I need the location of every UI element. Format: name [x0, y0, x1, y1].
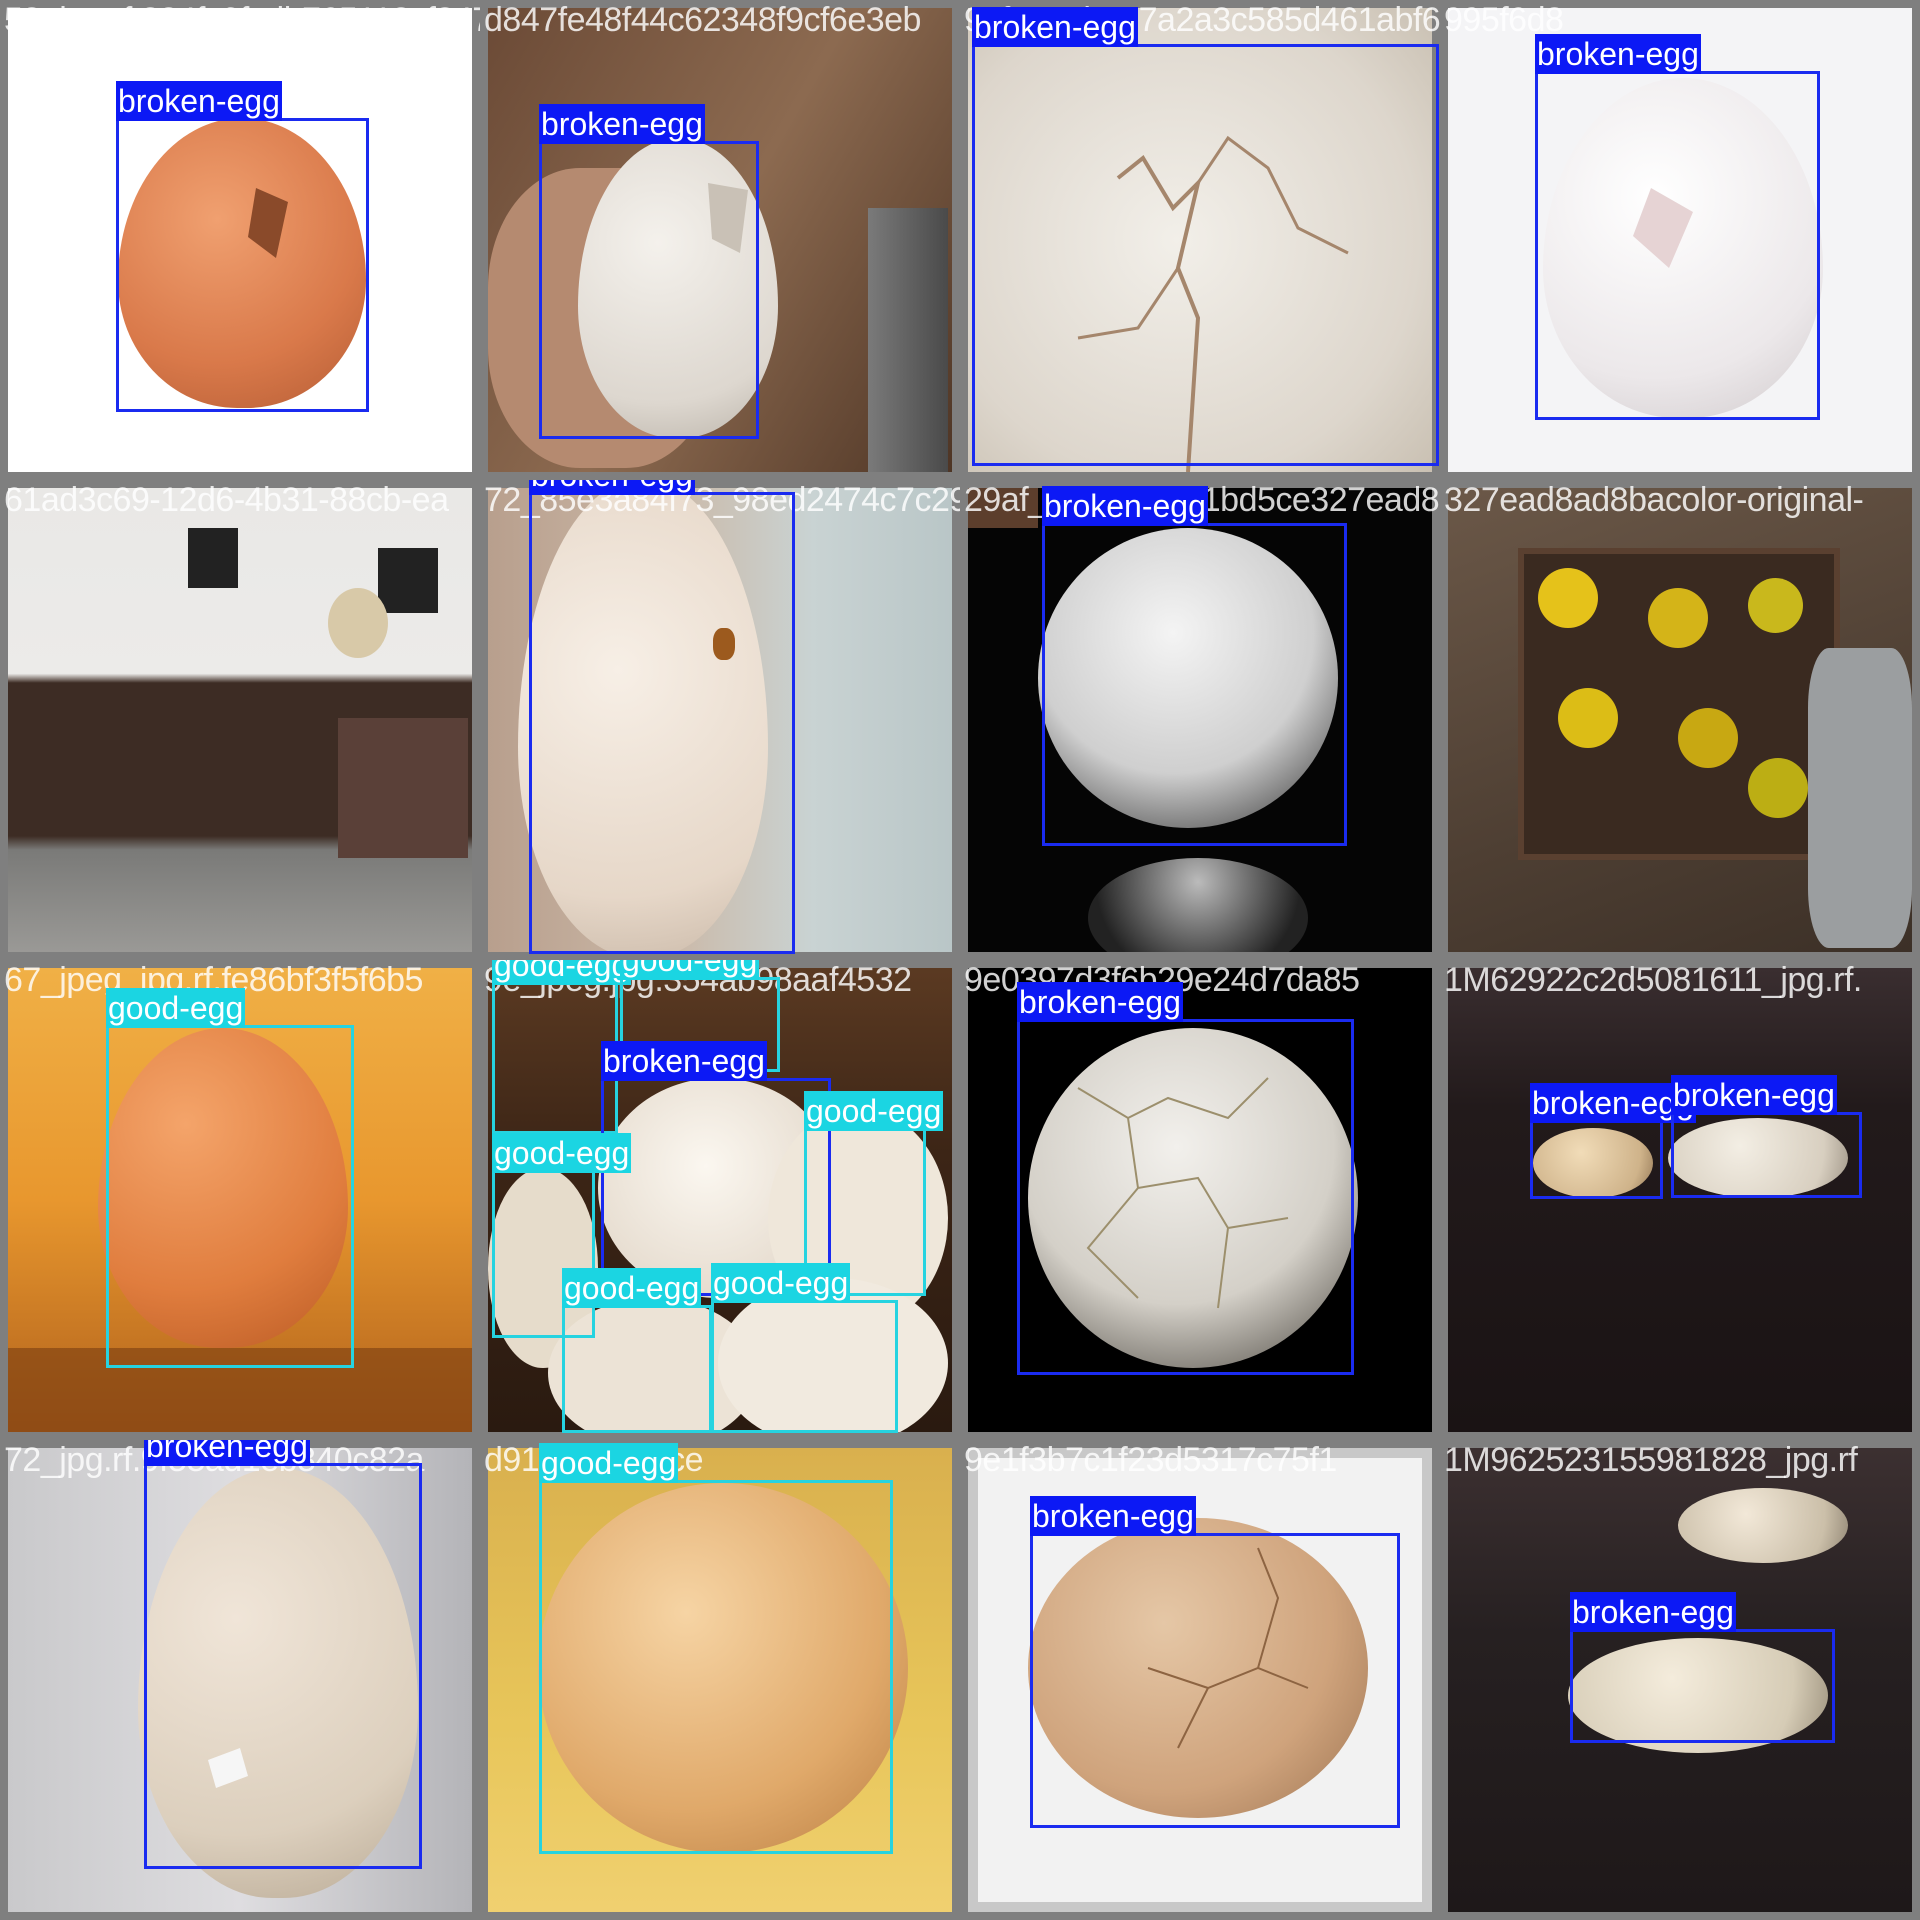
tile-1: 58_jpg.rf.224fc0fcdb765118cf847fe48f44c6…: [0, 0, 480, 480]
photo-6: [488, 488, 952, 952]
tile-15: 9e1f3b7c1f23d5317c75f1 broken-egg: [960, 1440, 1440, 1920]
class-label: good-egg: [711, 1263, 851, 1303]
broken-egg-box: broken-egg: [1042, 486, 1347, 846]
photo-14: [488, 1448, 952, 1912]
class-label: good-egg: [620, 960, 760, 980]
crack-lines: [1147, 1547, 1309, 1749]
good-egg-box: good-egg: [492, 960, 632, 1134]
class-label: broken-egg: [1017, 982, 1183, 1022]
tile-13: 72_jpg.rf.9f58ad1eb840c82a broken-egg: [0, 1440, 480, 1920]
class-label: good-egg: [106, 988, 246, 1028]
photo-12: [1448, 968, 1912, 1432]
broken-egg-box: broken-egg: [601, 1041, 831, 1296]
broken-egg-box: broken-egg: [1535, 34, 1820, 420]
crack-lines: [1077, 1077, 1289, 1309]
photo-9: [8, 968, 472, 1432]
tile-2: d847fe48f44c62348f9cf6e3eb broken-egg: [480, 0, 960, 480]
class-label: broken-egg: [144, 1440, 310, 1466]
broken-egg-box: broken-egg: [116, 81, 369, 412]
broken-egg-box: broken-egg: [529, 480, 795, 954]
good-egg-box: good-egg: [804, 1091, 944, 1296]
photo-3: [968, 8, 1432, 472]
tile-3: 99fa724b367a2a3c585d461abf6 broken-egg: [960, 0, 1440, 480]
filename-label: 58_jpg.rf.224fc0fcdb765118cf847fe48f44c6: [4, 1, 480, 39]
filename-label: d847fe48f44c62348f9cf6e3eb: [484, 1, 921, 39]
broken-egg-box: broken-egg: [1530, 1083, 1696, 1199]
tile-11: 9e0397d3f6b29e24d7da85 broken-egg: [960, 960, 1440, 1440]
tile-10: 9e_jpeg.jpg.354ab98aaf4532 good-egg good…: [480, 960, 960, 1440]
broken-egg-box: broken-egg: [1671, 1075, 1862, 1198]
tile-8: 327ead8ad8bacolor-original-: [1440, 480, 1920, 960]
class-label: broken-egg: [529, 480, 695, 495]
broken-egg-box: broken-egg: [539, 104, 759, 439]
class-label: good-egg: [562, 1268, 702, 1308]
broken-egg-box: broken-egg: [972, 7, 1439, 466]
crack-lines: [1077, 135, 1349, 472]
tile-9: 67_jpeg_jpg.rf.fe86bf3f5f6b5 good-egg: [0, 960, 480, 1440]
class-label: broken-egg: [601, 1041, 767, 1081]
class-label: broken-egg: [1535, 34, 1701, 74]
tile-6: 72_85e3a84f73_98ed2474c7c29a broken-egg: [480, 480, 960, 960]
class-label: broken-egg: [1570, 1592, 1736, 1632]
class-label: good-egg: [492, 960, 632, 985]
photo-8: [1448, 488, 1912, 952]
photo-5: [8, 488, 472, 952]
photo-11: [968, 968, 1432, 1432]
class-label: broken-egg: [116, 81, 282, 121]
broken-egg-box: broken-egg: [1017, 982, 1354, 1375]
class-label: broken-egg: [539, 104, 705, 144]
filename-label: 9e1f3b7c1f23d5317c75f1: [964, 1441, 1337, 1479]
photo-15: [968, 1448, 1432, 1912]
filename-label: 61ad3c69-12d6-4b31-88cb-ea: [4, 481, 449, 519]
good-egg-box: good-egg: [562, 1268, 712, 1433]
good-egg-box: good-egg: [711, 1263, 898, 1433]
tile-14: d91ae72513ce good-egg: [480, 1440, 960, 1920]
good-egg-box: good-egg: [539, 1443, 893, 1854]
good-egg-box: good-egg: [106, 988, 354, 1368]
tile-12: 1M62922c2d5081611_jpg.rf. broken-egg bro…: [1440, 960, 1920, 1440]
photo-4: [1448, 8, 1912, 472]
class-label: good-egg: [492, 1133, 632, 1173]
class-label: broken-egg: [1671, 1075, 1837, 1115]
class-label: good-egg: [804, 1091, 944, 1131]
filename-label: 1M962523155981828_jpg.rf: [1444, 1441, 1858, 1479]
photo-7: [968, 488, 1432, 952]
photo-13: [8, 1448, 472, 1912]
good-egg-box: good-egg: [492, 1133, 632, 1338]
tile-4: 995f6d8 broken-egg: [1440, 0, 1920, 480]
filename-label: 995f6d8: [1444, 1, 1564, 39]
filename-label: 1M62922c2d5081611_jpg.rf.: [1444, 961, 1862, 999]
class-label: broken-egg: [972, 7, 1138, 47]
tile-7: 29af_jpg.rf.e65d1bd5ce327ead8ad broken-e…: [960, 480, 1440, 960]
class-label: broken-egg: [1030, 1496, 1196, 1536]
broken-egg-box: broken-egg: [1570, 1592, 1835, 1743]
tile-16: 1M962523155981828_jpg.rf broken-egg: [1440, 1440, 1920, 1920]
class-label: broken-egg: [1042, 486, 1208, 526]
photo-2: [488, 8, 952, 472]
class-label: broken-egg: [1530, 1083, 1696, 1123]
class-label: good-egg: [539, 1443, 679, 1483]
filename-label: 327ead8ad8bacolor-original-: [1444, 481, 1864, 519]
broken-egg-box: broken-egg: [1030, 1496, 1400, 1828]
broken-egg-box: broken-egg: [144, 1440, 422, 1869]
tile-5: 61ad3c69-12d6-4b31-88cb-ea: [0, 480, 480, 960]
